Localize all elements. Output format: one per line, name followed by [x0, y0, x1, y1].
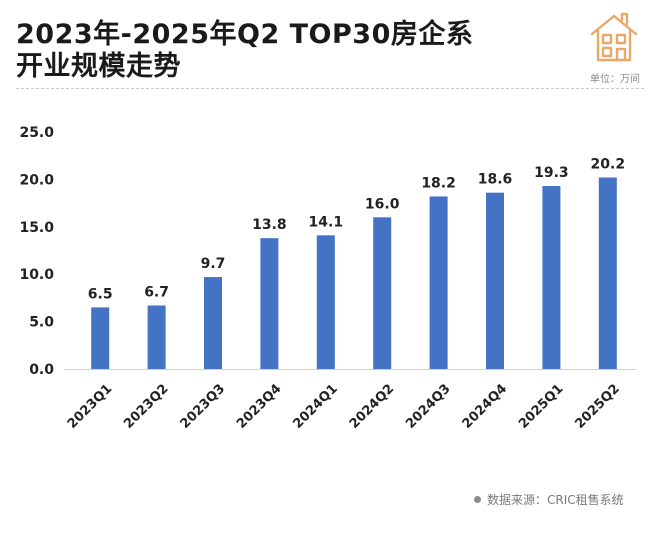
x-tick-label: 2023Q3 [178, 381, 228, 431]
y-axis: 0.0 5.0 10.0 15.0 20.0 25.0 [19, 125, 54, 378]
data-label: 18.2 [421, 175, 456, 191]
bar [204, 277, 222, 369]
data-label: 9.7 [201, 256, 226, 272]
x-tick-label: 2023Q2 [121, 381, 171, 431]
data-label: 13.8 [252, 217, 287, 233]
source-note: 数据来源：CRIC租售系统 [474, 491, 624, 508]
y-tick-label: 0.0 [29, 362, 54, 378]
x-tick-label: 2025Q1 [516, 381, 566, 431]
bar [429, 196, 448, 369]
data-label: 19.3 [534, 165, 569, 181]
chart-title-line-1: 2023年-2025年Q2 TOP30房企系 [16, 19, 474, 50]
x-axis: 2023Q1 2023Q2 2023Q3 2023Q4 2024Q1 2024Q2 2024… [65, 381, 623, 431]
data-label: 6.7 [144, 284, 169, 300]
bar [91, 307, 110, 369]
y-tick-label: 10.0 [19, 267, 54, 283]
house-icon [590, 12, 638, 62]
bar [486, 192, 504, 369]
title-divider [16, 88, 644, 89]
y-tick-label: 25.0 [19, 125, 54, 141]
bar [542, 186, 561, 369]
chart-title-line-2: 开业规模走势 [16, 51, 181, 82]
data-label: 18.6 [478, 172, 513, 188]
bar [147, 305, 166, 369]
bar [260, 238, 279, 369]
data-label: 14.1 [309, 214, 344, 230]
y-tick-label: 15.0 [19, 220, 54, 236]
x-tick-label: 2024Q4 [460, 381, 510, 431]
unit-label: 单位：万间 [590, 74, 640, 85]
data-label: 16.0 [365, 196, 400, 212]
bar [316, 235, 335, 369]
bullet-icon [474, 496, 481, 503]
x-tick-label: 2024Q3 [403, 381, 453, 431]
source-text: 数据来源：CRIC租售系统 [487, 493, 624, 507]
data-label: 6.5 [88, 286, 113, 302]
data-label: 20.2 [591, 157, 626, 173]
bar-series: 6.5 6.7 9.7 13.8 14.1 16.0 18.2 18.6 19.3 20.2 [88, 157, 625, 369]
bar [598, 177, 617, 369]
x-tick-label: 2025Q2 [572, 381, 622, 431]
y-tick-label: 20.0 [19, 172, 54, 188]
x-tick-label: 2024Q1 [290, 381, 340, 431]
y-tick-label: 5.0 [29, 315, 54, 331]
x-tick-label: 2023Q4 [234, 381, 284, 431]
x-tick-label: 2023Q1 [65, 381, 115, 431]
x-tick-label: 2024Q2 [347, 381, 397, 431]
bar [373, 217, 392, 369]
